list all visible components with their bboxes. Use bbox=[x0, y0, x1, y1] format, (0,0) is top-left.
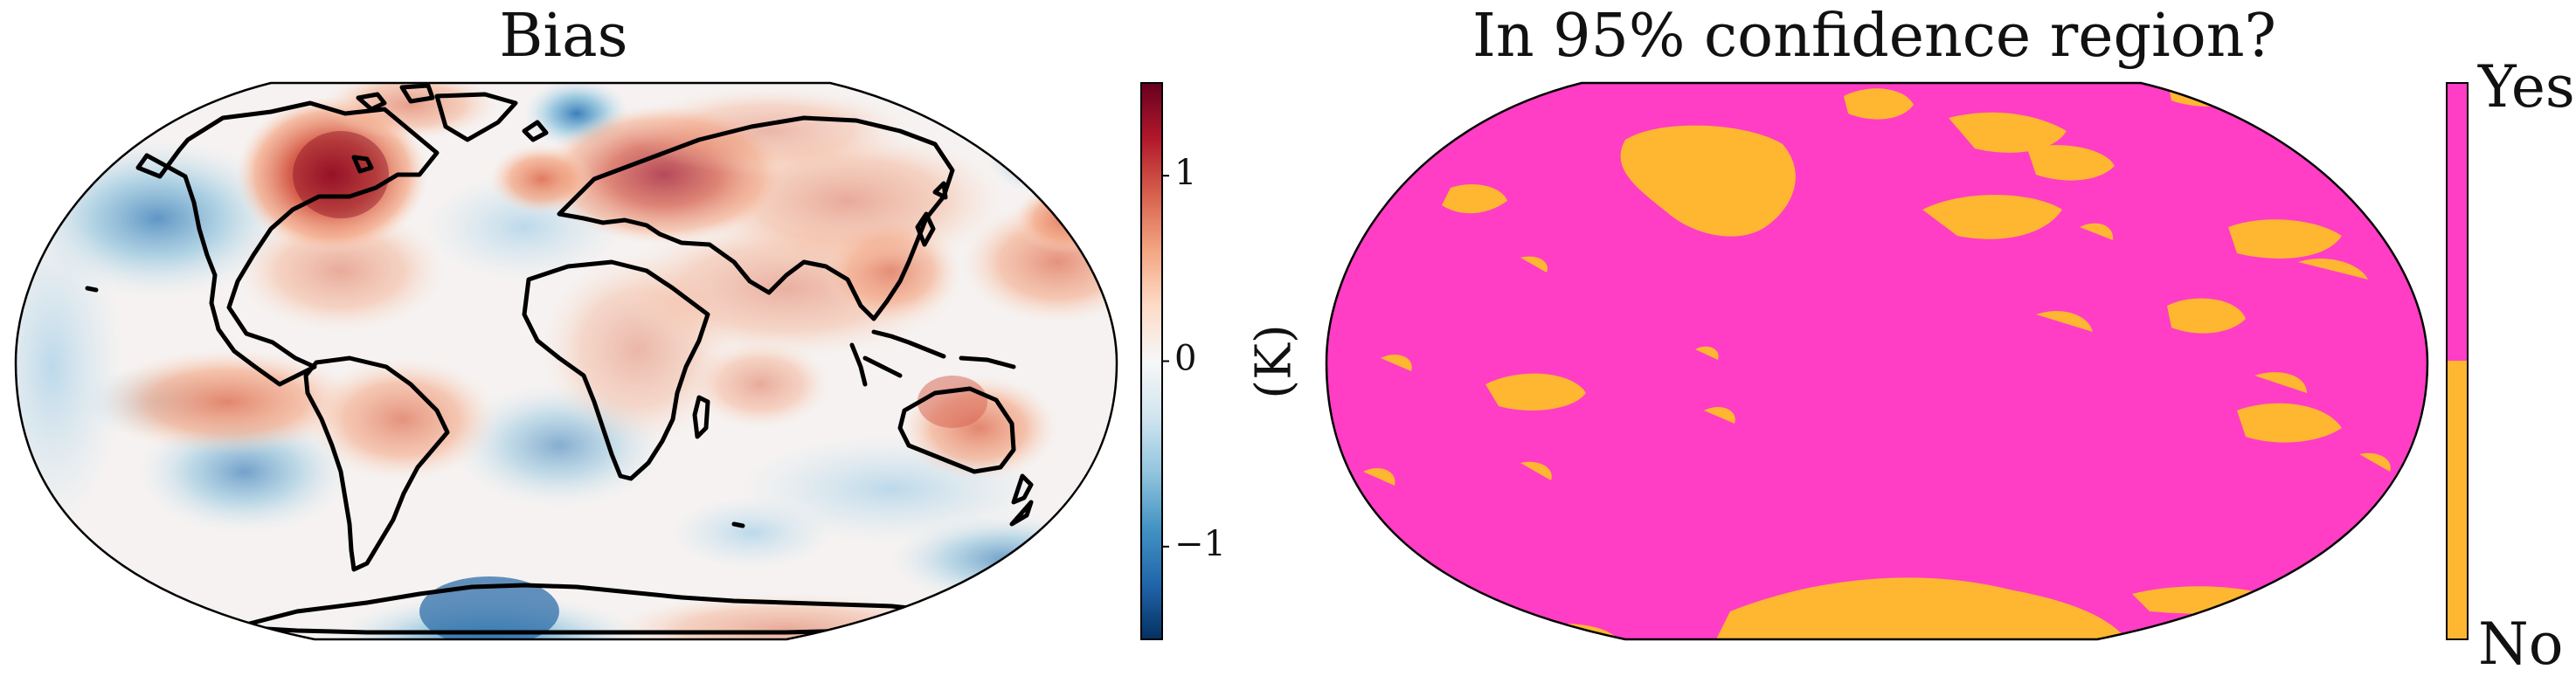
bias-colorbar-ticks: 1 0 −1 bbox=[1162, 153, 1226, 564]
colorbar-tick-label: −1 bbox=[1174, 524, 1226, 564]
colorbar-no-label: No bbox=[2478, 611, 2564, 678]
bias-map bbox=[14, 81, 1118, 641]
bias-map-title: Bias bbox=[499, 2, 628, 71]
colorbar-tick-label: 0 bbox=[1174, 339, 1196, 379]
confidence-map-title: In 95% confidence region? bbox=[1472, 2, 2276, 71]
colorbar-no-swatch bbox=[2447, 361, 2468, 639]
outside-confidence-regions bbox=[1363, 83, 2391, 639]
bias-colorbar-unit-label: (K) bbox=[1246, 324, 1303, 399]
confidence-colorbar: Yes No bbox=[2446, 53, 2575, 678]
bias-colorbar: 1 0 −1 (K) bbox=[1140, 82, 1303, 640]
colorbar-yes-label: Yes bbox=[2477, 53, 2575, 121]
colorbar-yes-swatch bbox=[2447, 83, 2468, 361]
colorbar-tick-label: 1 bbox=[1174, 153, 1196, 193]
confidence-map bbox=[1325, 81, 2429, 641]
